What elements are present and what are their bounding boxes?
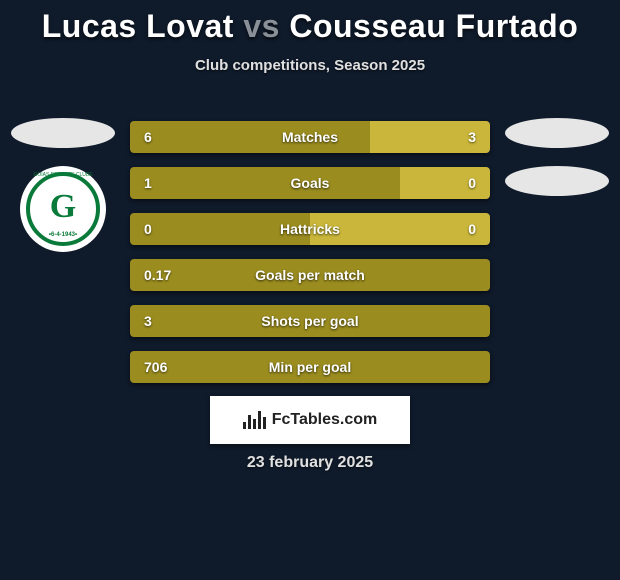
comparison-bars: 63Matches 10Goals 00Hattricks 0.17Goals per…: [130, 121, 490, 397]
placeholder-oval-icon: [11, 118, 115, 148]
stat-left-value: 0.17: [130, 259, 490, 291]
stat-left-value: 706: [130, 351, 490, 383]
logo-date: •6-4-1943•: [49, 232, 77, 238]
placeholder-oval-icon: [505, 166, 609, 196]
stat-left-value: 3: [130, 305, 490, 337]
stat-row: 00Hattricks: [130, 213, 490, 245]
player2-name: Cousseau Furtado: [289, 8, 578, 44]
stat-left-value: 0: [130, 213, 310, 245]
stat-row: 706Min per goal: [130, 351, 490, 383]
logo-arc-text: GOIAS ESPORTE CLUBE: [33, 172, 92, 178]
stat-right-value: 3: [370, 121, 490, 153]
stat-left-value: 6: [130, 121, 370, 153]
left-badge-column: GOIAS ESPORTE CLUBE G •6-4-1943•: [8, 118, 118, 252]
page-title: Lucas Lovat vs Cousseau Furtado: [0, 0, 620, 45]
stat-row: 0.17Goals per match: [130, 259, 490, 291]
stat-right-value: 0: [400, 167, 490, 199]
subtitle: Club competitions, Season 2025: [0, 57, 620, 74]
fctables-text: FcTables.com: [272, 411, 378, 429]
player1-name: Lucas Lovat: [42, 8, 234, 44]
club-logo-goias: GOIAS ESPORTE CLUBE G •6-4-1943•: [20, 166, 106, 252]
stat-row: 10Goals: [130, 167, 490, 199]
stat-right-value: 0: [310, 213, 490, 245]
vs-label: vs: [243, 8, 280, 44]
right-badge-column: [502, 118, 612, 214]
placeholder-oval-icon: [505, 118, 609, 148]
stat-row: 3Shots per goal: [130, 305, 490, 337]
stat-left-value: 1: [130, 167, 400, 199]
stat-row: 63Matches: [130, 121, 490, 153]
generation-date: 23 february 2025: [0, 454, 620, 472]
logo-letter: G: [50, 188, 76, 226]
fctables-logo-icon: [243, 411, 266, 429]
fctables-branding: FcTables.com: [210, 396, 410, 444]
